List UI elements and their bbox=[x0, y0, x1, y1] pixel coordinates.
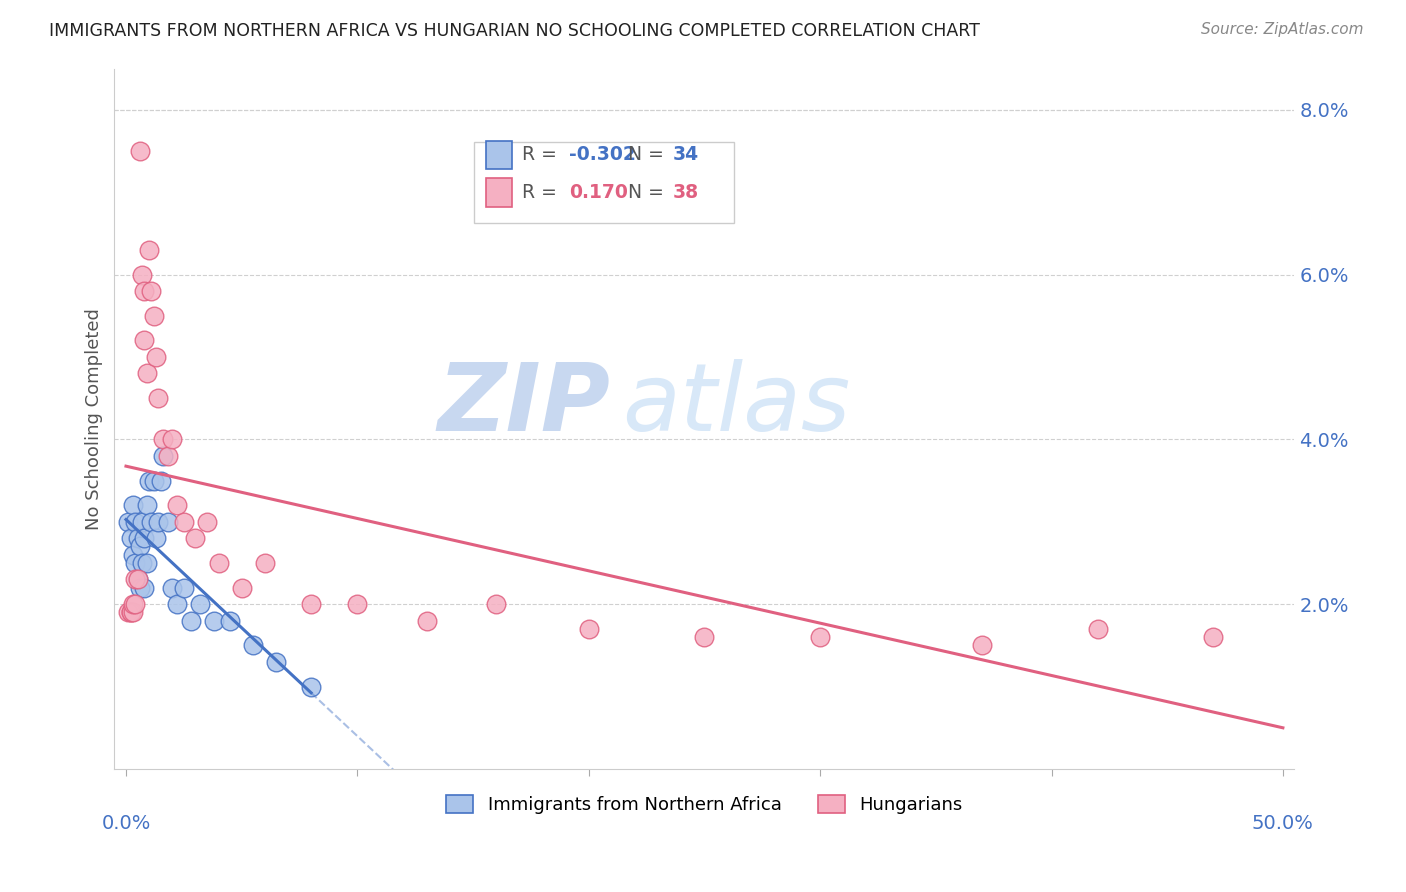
Point bbox=[184, 531, 207, 545]
Point bbox=[134, 334, 156, 348]
Point bbox=[127, 573, 149, 587]
Point bbox=[808, 630, 831, 644]
Text: R =: R = bbox=[522, 183, 562, 202]
Point bbox=[142, 474, 165, 488]
Point bbox=[128, 581, 150, 595]
Point bbox=[124, 573, 146, 587]
Point bbox=[134, 531, 156, 545]
Point bbox=[122, 498, 145, 512]
Point bbox=[156, 515, 179, 529]
Bar bbox=[486, 178, 512, 207]
Point bbox=[131, 268, 153, 282]
Point bbox=[162, 581, 184, 595]
Point bbox=[138, 474, 160, 488]
Point bbox=[299, 680, 322, 694]
Point bbox=[188, 597, 211, 611]
Point bbox=[253, 556, 276, 570]
Point bbox=[120, 606, 142, 620]
Point bbox=[122, 606, 145, 620]
Text: atlas: atlas bbox=[621, 359, 851, 450]
Point bbox=[485, 597, 508, 611]
Point bbox=[124, 597, 146, 611]
Point bbox=[120, 531, 142, 545]
Point bbox=[346, 597, 368, 611]
Text: IMMIGRANTS FROM NORTHERN AFRICA VS HUNGARIAN NO SCHOOLING COMPLETED CORRELATION : IMMIGRANTS FROM NORTHERN AFRICA VS HUNGA… bbox=[49, 22, 980, 40]
Text: 34: 34 bbox=[672, 145, 699, 164]
Text: 0.0%: 0.0% bbox=[101, 814, 150, 833]
Text: Source: ZipAtlas.com: Source: ZipAtlas.com bbox=[1201, 22, 1364, 37]
Point bbox=[195, 515, 218, 529]
Point bbox=[166, 498, 188, 512]
Point bbox=[124, 515, 146, 529]
Point bbox=[416, 614, 439, 628]
Point bbox=[135, 498, 157, 512]
Point bbox=[135, 556, 157, 570]
Point bbox=[149, 474, 172, 488]
Point bbox=[145, 531, 167, 545]
Point bbox=[202, 614, 225, 628]
Text: 50.0%: 50.0% bbox=[1251, 814, 1313, 833]
Point bbox=[127, 531, 149, 545]
Point bbox=[180, 614, 202, 628]
Point bbox=[152, 433, 174, 447]
Text: R =: R = bbox=[522, 145, 562, 164]
Legend: Immigrants from Northern Africa, Hungarians: Immigrants from Northern Africa, Hungari… bbox=[437, 786, 972, 823]
Point bbox=[166, 597, 188, 611]
Text: 38: 38 bbox=[672, 183, 699, 202]
Point bbox=[148, 515, 170, 529]
Point bbox=[156, 449, 179, 463]
Point bbox=[122, 548, 145, 562]
Point bbox=[134, 284, 156, 298]
Point bbox=[242, 638, 264, 652]
Point bbox=[145, 350, 167, 364]
Text: N =: N = bbox=[627, 145, 669, 164]
Point bbox=[120, 606, 142, 620]
Point bbox=[122, 597, 145, 611]
Point bbox=[173, 515, 195, 529]
Point bbox=[128, 540, 150, 554]
Point bbox=[266, 655, 288, 669]
Point bbox=[207, 556, 229, 570]
Point bbox=[152, 449, 174, 463]
Point bbox=[134, 581, 156, 595]
Text: -0.302: -0.302 bbox=[569, 145, 636, 164]
Bar bbox=[486, 141, 512, 169]
Point bbox=[138, 243, 160, 257]
Point bbox=[141, 515, 163, 529]
Point bbox=[148, 391, 170, 405]
Point bbox=[299, 597, 322, 611]
Point bbox=[131, 556, 153, 570]
Point bbox=[693, 630, 716, 644]
Point bbox=[219, 614, 242, 628]
Point bbox=[117, 606, 139, 620]
Point bbox=[127, 573, 149, 587]
Point bbox=[578, 622, 600, 636]
Text: 0.170: 0.170 bbox=[569, 183, 627, 202]
Point bbox=[141, 284, 163, 298]
Point bbox=[231, 581, 253, 595]
Text: ZIP: ZIP bbox=[437, 359, 610, 450]
Point bbox=[131, 515, 153, 529]
Point bbox=[1202, 630, 1225, 644]
Point bbox=[128, 144, 150, 158]
Point bbox=[142, 309, 165, 323]
Point bbox=[1087, 622, 1109, 636]
FancyBboxPatch shape bbox=[474, 142, 734, 223]
Point bbox=[124, 556, 146, 570]
Point bbox=[173, 581, 195, 595]
Y-axis label: No Schooling Completed: No Schooling Completed bbox=[86, 308, 103, 530]
Point bbox=[162, 433, 184, 447]
Point bbox=[117, 515, 139, 529]
Point bbox=[135, 367, 157, 381]
Point bbox=[972, 638, 994, 652]
Text: N =: N = bbox=[627, 183, 669, 202]
